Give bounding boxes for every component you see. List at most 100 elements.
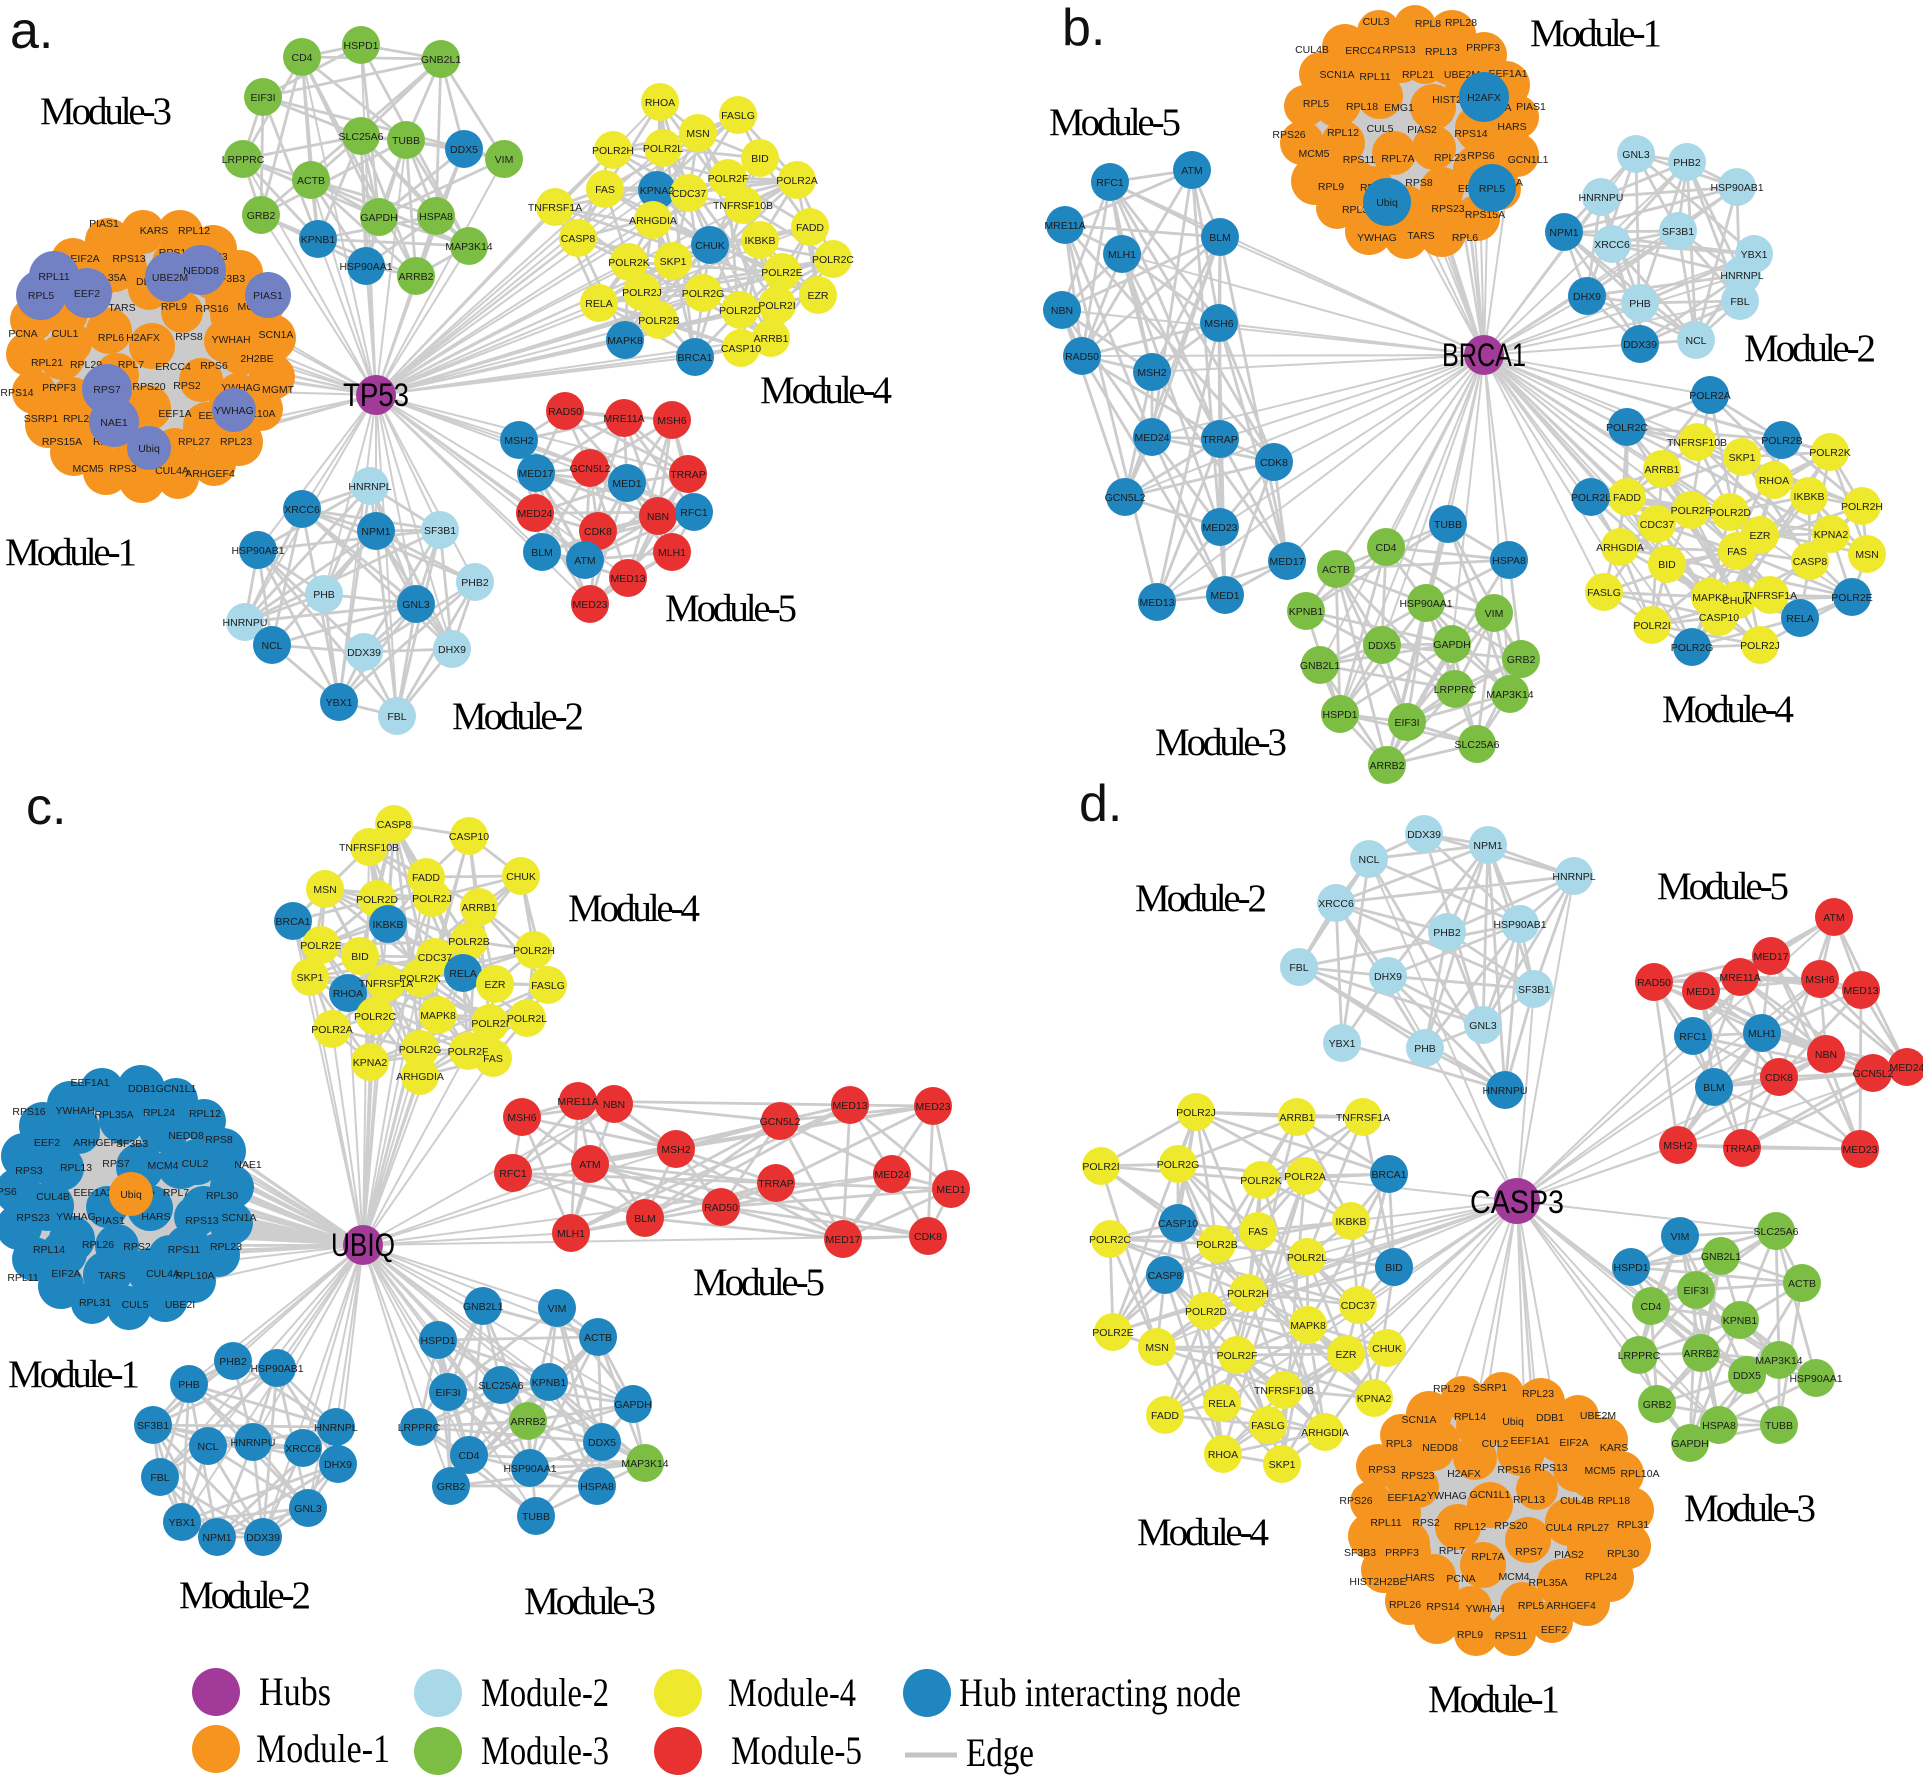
svg-text:MSH2: MSH2 [504,435,533,447]
svg-text:CD4: CD4 [1375,542,1396,554]
svg-text:NBN: NBN [1815,1049,1837,1061]
svg-text:CDK8: CDK8 [1260,457,1288,469]
svg-text:RPL13: RPL13 [1425,46,1457,58]
svg-text:HSPD1: HSPD1 [1322,709,1357,721]
svg-text:RPL10A: RPL10A [1620,1468,1659,1480]
svg-text:PHB2: PHB2 [461,577,489,589]
svg-text:CHUK: CHUK [1722,595,1752,607]
svg-text:EEF2: EEF2 [34,1137,60,1149]
svg-text:MLH1: MLH1 [1108,249,1136,261]
svg-text:POLR2H: POLR2H [1841,501,1883,513]
svg-text:Module-3: Module-3 [1684,1487,1816,1530]
svg-text:CUL3: CUL3 [1363,16,1390,28]
svg-text:NEDD8: NEDD8 [1422,1442,1458,1454]
svg-text:Module-3: Module-3 [481,1728,609,1773]
svg-text:POLR2A: POLR2A [1689,390,1730,402]
svg-text:KPNB1: KPNB1 [532,1377,567,1389]
svg-text:CDC37: CDC37 [1640,519,1675,531]
svg-text:RPL31: RPL31 [1617,1519,1649,1531]
svg-text:RPS3: RPS3 [15,1165,43,1177]
svg-text:DHX9: DHX9 [1573,291,1601,303]
svg-text:RPL29: RPL29 [1433,1383,1465,1395]
svg-text:HIST2H2BE: HIST2H2BE [1349,1576,1406,1588]
svg-text:RPL11: RPL11 [1359,71,1390,83]
svg-text:ARHGEF4: ARHGEF4 [185,468,235,480]
svg-text:TNFRSF1A: TNFRSF1A [1336,1112,1390,1124]
svg-text:GCN5L2: GCN5L2 [570,463,611,475]
svg-text:RPL7A: RPL7A [1471,1551,1504,1563]
svg-text:YBX1: YBX1 [326,697,353,709]
svg-text:ARRB2: ARRB2 [510,1416,545,1428]
svg-text:RPS2: RPS2 [123,1241,151,1253]
svg-text:RPS6: RPS6 [0,1186,17,1198]
svg-text:MED23: MED23 [1202,522,1237,534]
svg-text:RPS8: RPS8 [205,1134,233,1146]
svg-text:CUL4: CUL4 [1546,1522,1573,1534]
svg-text:CASP10: CASP10 [721,343,761,355]
svg-text:RPL27: RPL27 [1577,1522,1609,1534]
svg-text:POLR2A: POLR2A [311,1024,352,1036]
svg-text:CUL2: CUL2 [182,1158,209,1170]
svg-text:YBX1: YBX1 [1741,249,1768,261]
svg-text:RPL28: RPL28 [1445,17,1477,29]
svg-text:KPNA2: KPNA2 [1357,1393,1392,1405]
svg-text:VIM: VIM [495,154,514,166]
svg-text:H2AFX: H2AFX [1467,92,1501,104]
svg-text:POLR2I: POLR2I [758,300,795,312]
svg-text:UBE2I: UBE2I [165,1299,195,1311]
svg-text:GRB2: GRB2 [437,1481,466,1493]
svg-text:POLR2J: POLR2J [622,287,662,299]
svg-text:YWHAH: YWHAH [55,1105,94,1117]
svg-text:ARHGDIA: ARHGDIA [629,215,677,227]
svg-text:CUL2: CUL2 [1482,1438,1509,1450]
svg-text:Module-5: Module-5 [1657,865,1789,908]
svg-text:HSPA8: HSPA8 [419,211,453,223]
svg-text:MED24: MED24 [1134,432,1169,444]
svg-text:HSPD1: HSPD1 [343,40,378,52]
svg-text:PRPF3: PRPF3 [1466,42,1500,54]
svg-text:TUBB: TUBB [1765,1420,1793,1432]
svg-text:PIAS1: PIAS1 [253,290,283,302]
svg-text:MRE11A: MRE11A [1044,220,1085,232]
svg-text:CDC37: CDC37 [672,188,707,200]
svg-text:HARS: HARS [1405,1572,1434,1584]
svg-text:RFC1: RFC1 [1096,177,1124,189]
svg-text:GNB2L1: GNB2L1 [1300,660,1340,672]
svg-text:Module-3: Module-3 [1155,721,1287,764]
svg-text:YWHAG: YWHAG [1357,232,1397,244]
svg-text:SF3B1: SF3B1 [1662,226,1694,238]
svg-text:ARHGDIA: ARHGDIA [1596,542,1644,554]
svg-text:ACTB: ACTB [1322,564,1350,576]
svg-text:EZR: EZR [1750,530,1771,542]
svg-text:EIF2A: EIF2A [70,253,99,265]
svg-text:FBL: FBL [1289,962,1308,974]
svg-text:MSN: MSN [1855,549,1878,561]
svg-text:RHOA: RHOA [1759,475,1789,487]
svg-text:TUBB: TUBB [522,1511,550,1523]
svg-text:MED24: MED24 [1889,1062,1923,1074]
svg-text:GAPDH: GAPDH [360,212,397,224]
svg-text:KPNA2: KPNA2 [640,185,675,197]
svg-text:GCN1L1: GCN1L1 [156,1083,197,1095]
svg-text:TRRAP: TRRAP [670,469,706,481]
svg-text:IKBKB: IKBKB [745,235,776,247]
svg-text:FAS: FAS [483,1053,503,1065]
svg-text:EIF2A: EIF2A [51,1268,80,1280]
svg-text:RPS23: RPS23 [16,1212,49,1224]
svg-text:POLR2I: POLR2I [1633,620,1670,632]
svg-text:TARS: TARS [1407,230,1434,242]
svg-text:SF3B3: SF3B3 [1344,1547,1376,1559]
svg-text:KPNA2: KPNA2 [353,1057,388,1069]
svg-text:TNFRSF10B: TNFRSF10B [1667,437,1727,449]
svg-text:PIAS2: PIAS2 [1554,1549,1584,1561]
svg-text:POLR2J: POLR2J [1740,640,1780,652]
svg-text:PHB2: PHB2 [219,1356,247,1368]
svg-text:Ubiq: Ubiq [1502,1416,1524,1428]
svg-text:RPS2: RPS2 [173,380,201,392]
svg-text:Module-2: Module-2 [481,1670,609,1715]
svg-text:LRPPRC: LRPPRC [1434,684,1477,696]
svg-text:Module-2: Module-2 [1744,327,1876,370]
svg-text:RELA: RELA [1786,613,1813,625]
svg-text:MSH2: MSH2 [661,1144,690,1156]
svg-text:GRB2: GRB2 [1643,1399,1672,1411]
